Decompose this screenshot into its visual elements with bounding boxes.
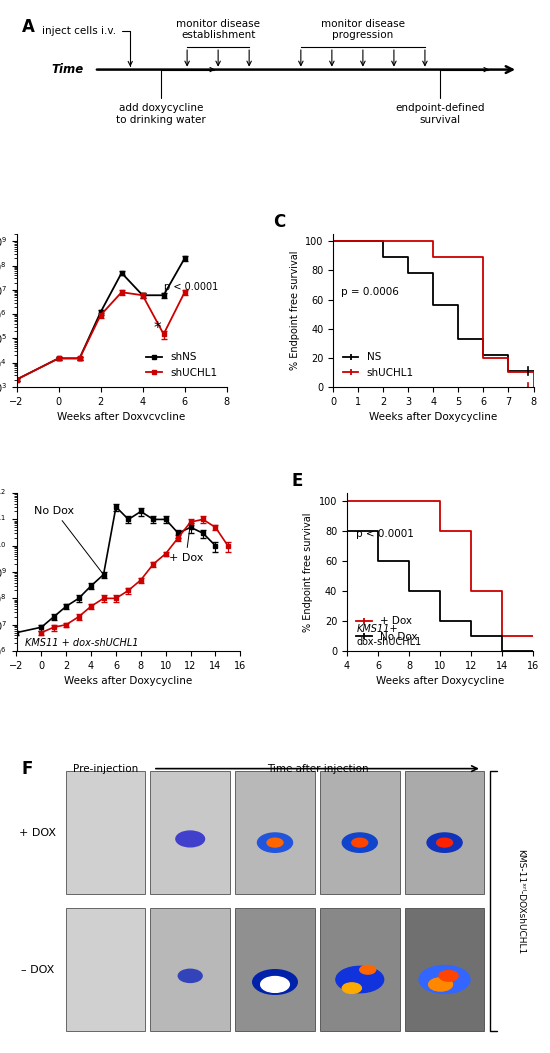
Circle shape xyxy=(360,966,376,974)
Circle shape xyxy=(439,971,458,981)
X-axis label: Weeks after Doxycycline: Weeks after Doxycycline xyxy=(376,676,504,687)
X-axis label: Weeks after Doxycycline: Weeks after Doxycycline xyxy=(64,676,192,687)
Circle shape xyxy=(352,838,368,847)
Circle shape xyxy=(176,831,205,847)
Circle shape xyxy=(437,838,453,847)
FancyBboxPatch shape xyxy=(65,909,145,1031)
Circle shape xyxy=(428,978,453,991)
Text: KMS11 + dox-shUCHL1: KMS11 + dox-shUCHL1 xyxy=(25,638,139,649)
Text: dox-shUCHL1: dox-shUCHL1 xyxy=(356,637,421,647)
Text: Time: Time xyxy=(52,63,84,76)
Text: inject cells i.v.: inject cells i.v. xyxy=(42,26,133,65)
Text: endpoint-defined
survival: endpoint-defined survival xyxy=(395,67,488,125)
Y-axis label: % Endpoint free survival: % Endpoint free survival xyxy=(304,513,313,632)
Circle shape xyxy=(336,967,384,993)
Circle shape xyxy=(257,833,293,852)
FancyBboxPatch shape xyxy=(320,772,400,894)
Text: + DOX: + DOX xyxy=(19,828,56,838)
Text: A: A xyxy=(21,18,35,36)
FancyBboxPatch shape xyxy=(405,909,485,1031)
Text: monitor disease
establishment: monitor disease establishment xyxy=(176,19,260,40)
FancyBboxPatch shape xyxy=(150,909,230,1031)
FancyBboxPatch shape xyxy=(405,772,485,894)
Circle shape xyxy=(342,833,377,852)
Circle shape xyxy=(178,969,202,982)
Text: p < 0.0001: p < 0.0001 xyxy=(356,530,414,539)
X-axis label: Weeks after Doxycycline: Weeks after Doxycycline xyxy=(369,412,498,422)
Text: KMS11+: KMS11+ xyxy=(356,624,398,634)
Text: – DOX: – DOX xyxy=(20,965,54,975)
Text: No Dox: No Dox xyxy=(35,505,102,573)
Circle shape xyxy=(252,970,298,994)
Text: monitor disease
progression: monitor disease progression xyxy=(321,19,405,40)
FancyBboxPatch shape xyxy=(235,909,315,1031)
FancyBboxPatch shape xyxy=(65,772,145,894)
Text: E: E xyxy=(291,472,302,490)
Legend: shNS, shUCHL1: shNS, shUCHL1 xyxy=(142,349,222,381)
X-axis label: Weeks after Doxvcvcline: Weeks after Doxvcvcline xyxy=(57,412,186,422)
FancyBboxPatch shape xyxy=(320,909,400,1031)
Text: add doxycycline
to drinking water: add doxycycline to drinking water xyxy=(117,67,214,125)
FancyBboxPatch shape xyxy=(235,772,315,894)
Circle shape xyxy=(342,982,361,993)
Circle shape xyxy=(419,966,470,994)
Text: Pre-injection: Pre-injection xyxy=(73,764,138,774)
Circle shape xyxy=(261,976,289,992)
Text: C: C xyxy=(273,213,285,231)
Text: p < 0.0001: p < 0.0001 xyxy=(163,282,218,292)
Text: Time after injection: Time after injection xyxy=(267,764,368,774)
Text: *: * xyxy=(153,321,161,336)
Text: + Dox: + Dox xyxy=(169,524,203,563)
Text: p = 0.0006: p = 0.0006 xyxy=(342,287,399,297)
Text: F: F xyxy=(21,760,33,778)
Y-axis label: % Endpoint free survival: % Endpoint free survival xyxy=(290,251,300,371)
Circle shape xyxy=(267,838,283,847)
Text: KMS-11ˣʳˡ-DOXshUCHL1: KMS-11ˣʳˡ-DOXshUCHL1 xyxy=(516,849,525,954)
Legend: NS, shUCHL1: NS, shUCHL1 xyxy=(339,349,418,381)
Circle shape xyxy=(268,981,282,988)
FancyBboxPatch shape xyxy=(150,772,230,894)
Circle shape xyxy=(427,833,462,852)
Legend: + Dox, No Dox: + Dox, No Dox xyxy=(352,612,422,645)
